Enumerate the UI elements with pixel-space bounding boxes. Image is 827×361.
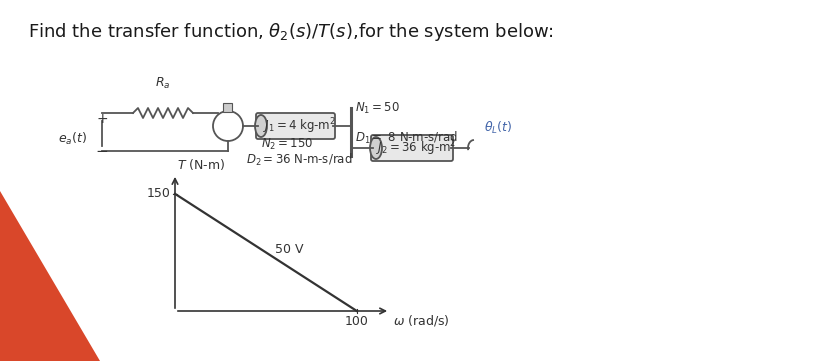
Text: $R_a$: $R_a$: [155, 76, 170, 91]
Ellipse shape: [370, 137, 381, 159]
Text: −: −: [95, 144, 108, 158]
FancyBboxPatch shape: [370, 135, 452, 161]
Text: $\theta_L(t)$: $\theta_L(t)$: [484, 120, 512, 136]
Text: 50 V: 50 V: [275, 243, 304, 256]
Ellipse shape: [255, 115, 266, 137]
Text: $J_2 = 36$ kg-m$^2$: $J_2 = 36$ kg-m$^2$: [375, 138, 456, 158]
Polygon shape: [0, 191, 100, 361]
Text: 150: 150: [147, 187, 171, 200]
Text: $N_1 = 50$: $N_1 = 50$: [355, 101, 399, 116]
Bar: [223, 103, 232, 112]
Text: $\omega$ (rad/s): $\omega$ (rad/s): [393, 313, 449, 328]
Text: 100: 100: [345, 315, 368, 328]
Text: $D_1 =\ 8$ N-m-s/rad: $D_1 =\ 8$ N-m-s/rad: [355, 130, 457, 146]
Text: $D_2 = 36$ N-m-s/rad: $D_2 = 36$ N-m-s/rad: [246, 152, 352, 168]
Text: $e_a(t)$: $e_a(t)$: [58, 131, 87, 147]
Text: Find the transfer function, $\theta_2(s)/T(s)$,for the system below:: Find the transfer function, $\theta_2(s)…: [28, 21, 553, 43]
Text: $T$ (N-m): $T$ (N-m): [177, 157, 225, 172]
Text: $J_1 = 4$ kg-m$^2$: $J_1 = 4$ kg-m$^2$: [263, 116, 336, 136]
Text: +: +: [96, 112, 108, 126]
Text: $N_2 = 150$: $N_2 = 150$: [261, 136, 313, 152]
FancyBboxPatch shape: [256, 113, 335, 139]
